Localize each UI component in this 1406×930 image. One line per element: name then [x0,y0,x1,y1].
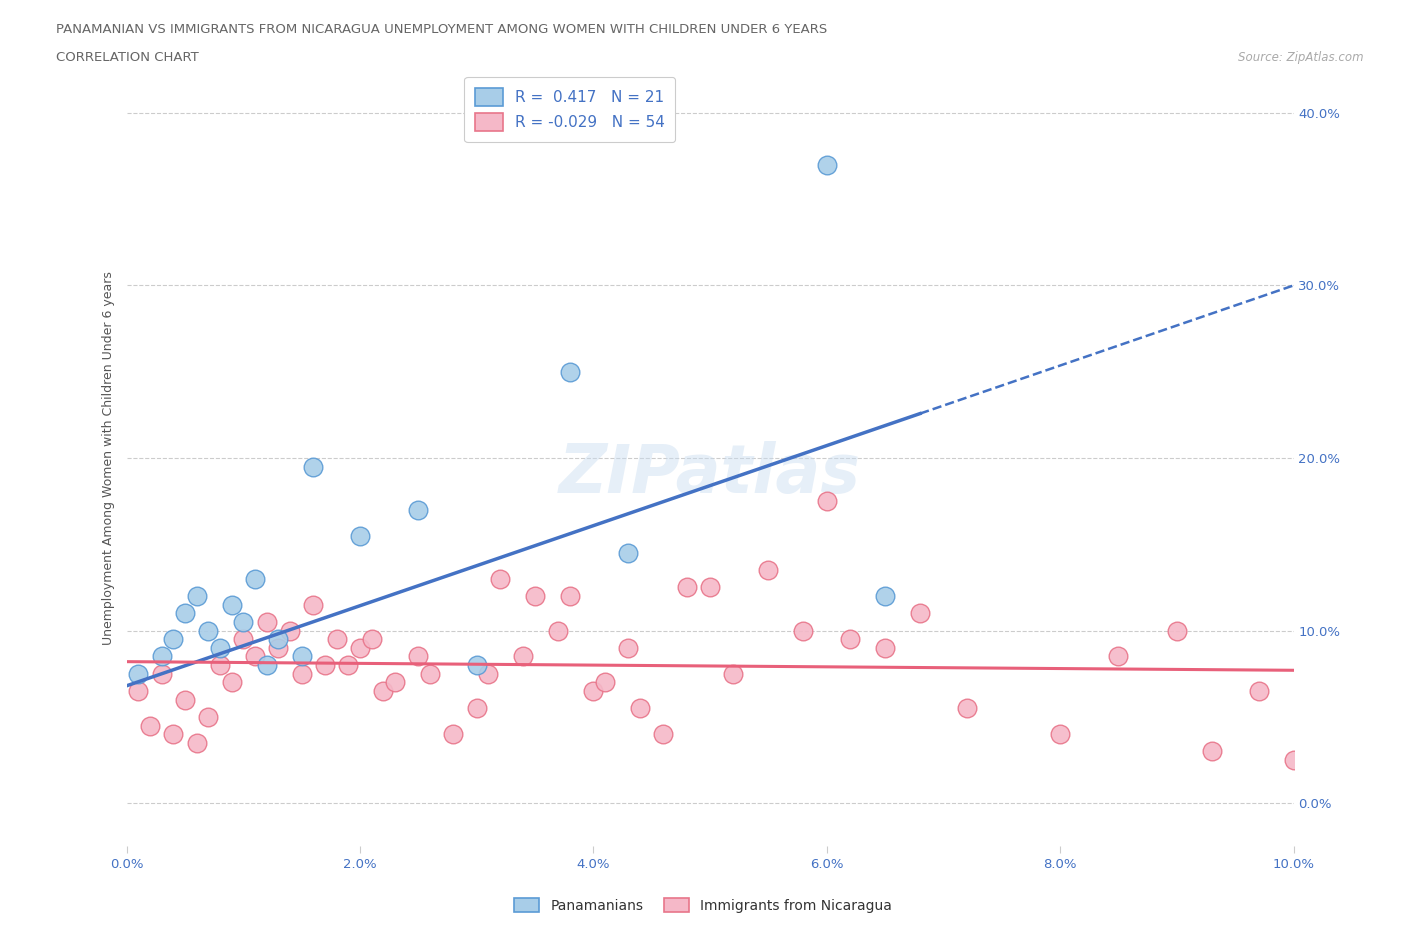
Text: Source: ZipAtlas.com: Source: ZipAtlas.com [1239,51,1364,64]
Point [302,597,325,612]
Point [337,658,360,672]
Point [174,692,197,707]
Point [875,641,897,656]
Point [699,580,721,595]
Point [349,528,371,543]
Point [839,631,862,646]
Point [489,571,512,586]
Point [290,666,312,681]
Point [267,641,290,656]
Point [558,589,581,604]
Point [232,615,254,630]
Point [208,641,231,656]
Point [756,563,779,578]
Point [243,649,266,664]
Point [408,649,430,664]
Point [477,666,499,681]
Point [162,631,184,646]
Point [723,666,745,681]
Point [652,726,675,741]
Point [243,571,266,586]
Point [441,726,464,741]
Point [1201,744,1223,759]
Point [956,701,979,716]
Point [174,606,197,621]
Point [150,666,173,681]
Point [617,641,640,656]
Point [628,701,651,716]
Point [373,684,395,698]
Point [512,649,534,664]
Point [558,365,581,379]
Text: ZIPatlas: ZIPatlas [560,441,860,507]
Point [465,658,488,672]
Point [349,641,371,656]
Y-axis label: Unemployment Among Women with Children Under 6 years: Unemployment Among Women with Children U… [103,271,115,645]
Point [875,589,897,604]
Point [186,736,208,751]
Point [524,589,547,604]
Point [465,701,488,716]
Point [582,684,605,698]
Point [162,726,184,741]
Point [256,658,278,672]
Text: CORRELATION CHART: CORRELATION CHART [56,51,200,64]
Point [792,623,814,638]
Legend: R =  0.417   N = 21, R = -0.029   N = 54: R = 0.417 N = 21, R = -0.029 N = 54 [464,77,675,141]
Point [908,606,931,621]
Point [815,494,838,509]
Point [221,597,243,612]
Point [547,623,569,638]
Point [360,631,382,646]
Point [617,546,640,561]
Point [815,157,838,172]
Point [302,459,325,474]
Point [256,615,278,630]
Point [208,658,231,672]
Point [290,649,312,664]
Point [186,589,208,604]
Point [1049,726,1071,741]
Point [267,631,290,646]
Point [408,502,430,517]
Point [384,675,406,690]
Point [419,666,441,681]
Point [1166,623,1188,638]
Point [221,675,243,690]
Point [127,666,149,681]
Point [325,631,347,646]
Legend: Panamanians, Immigrants from Nicaragua: Panamanians, Immigrants from Nicaragua [509,893,897,919]
Point [675,580,697,595]
Point [127,684,149,698]
Point [139,718,162,733]
Point [232,631,254,646]
Text: PANAMANIAN VS IMMIGRANTS FROM NICARAGUA UNEMPLOYMENT AMONG WOMEN WITH CHILDREN U: PANAMANIAN VS IMMIGRANTS FROM NICARAGUA … [56,23,828,36]
Point [150,649,173,664]
Point [314,658,336,672]
Point [278,623,301,638]
Point [1247,684,1270,698]
Point [593,675,616,690]
Point [1108,649,1130,664]
Point [197,710,219,724]
Point [197,623,219,638]
Point [1282,752,1305,767]
